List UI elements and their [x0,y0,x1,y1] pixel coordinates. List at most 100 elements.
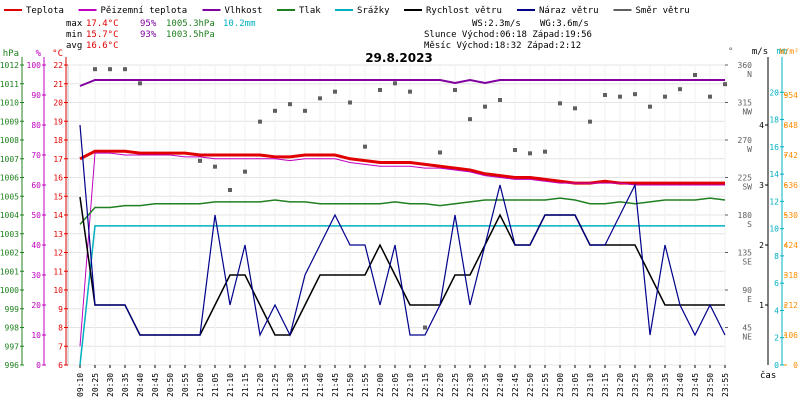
x-tick-label: 21:20 [256,373,265,397]
hpa-tick-label: 999 [5,305,20,314]
hpa-tick-label: 1004 [0,211,19,220]
deg-tick-label: 315 [738,99,753,108]
stat-moon: Měsíc Východ:18:32 Západ:2:12 [424,41,581,51]
hpa-tick-label: 1005 [0,192,19,201]
x-tick-label: 09:10 [76,373,85,397]
wm2-tick-label: 318 [784,271,799,280]
wind-direction-point [483,104,487,109]
wind-direction-point [648,104,652,109]
wind-direction-point [588,119,592,124]
legend-label: Rychlost větru [426,6,502,16]
stat-sun: Slunce Východ:06:18 Západ:19:56 [424,30,592,40]
degc-tick-label: 12 [53,249,63,258]
x-tick-label: 20:25 [91,373,100,397]
x-tick-label: 20:55 [181,373,190,397]
stat-avg-temp: 16.6°C [86,41,119,51]
legend-label: Teplota [26,6,64,16]
wind-direction-point [513,148,517,152]
stat-ws: WS:2.3m/s [472,19,521,29]
wind-direction-point [528,151,532,156]
wind-direction-point [243,169,247,174]
wm2-tick-label: 636 [784,181,799,190]
mm-tick-label: 12 [769,197,779,206]
mm-tick-label: 20 [769,88,779,97]
wm2-tick-label: 0 [793,361,798,370]
wm2-tick-label: 742 [784,151,799,160]
degc-tick-label: 11 [53,267,63,276]
x-tick-label: 22:00 [376,373,385,397]
degc-tick-label: 7 [58,342,63,351]
x-tick-label: 21:05 [211,373,220,397]
x-tick-label: 21:10 [226,373,235,397]
x-tick-label: 21:25 [271,373,280,397]
axes-layer: hPa9969979989991000100110021003100410051… [0,47,799,397]
x-tick-label: 21:35 [301,373,310,397]
degc-tick-label: 20 [53,99,63,108]
wind-direction-point [573,106,577,111]
hpa-tick-label: 1006 [0,174,19,183]
degc-tick-label: 9 [58,305,63,314]
stat-min-hum: 93% [140,30,157,40]
x-tick-label: 23:45 [691,373,700,397]
compass-label: N [747,70,752,79]
x-tick-label: 22:35 [481,373,490,397]
wind-direction-point [363,144,367,149]
x-tick-label: 21:45 [331,373,340,397]
stat-max-press: 1005.3hPa [166,19,215,29]
x-tick-label: 22:25 [451,373,460,397]
x-tick-label: 21:15 [241,373,250,397]
hpa-tick-label: 998 [5,324,20,333]
legend-label: Vlhkost [225,6,263,16]
wind-direction-point [333,89,337,94]
wind-direction-point [723,82,727,87]
wind-direction-point [438,150,442,155]
wind-direction-point [393,81,397,86]
degc-tick-label: 13 [53,230,63,239]
degc-tick-label: 18 [53,136,63,145]
stat-max-hum: 95% [140,19,157,29]
hpa-tick-label: 1001 [0,267,19,276]
degc-tick-label: 8 [58,324,63,333]
wind-direction-point [273,108,277,113]
stat-min-label: min [66,30,82,40]
wm2-tick-label: 954 [784,91,799,100]
degc-tick-label: 14 [53,211,63,220]
degc-tick-label: 19 [53,117,63,126]
wind-direction-point [423,325,427,330]
wind-direction-point [678,87,682,92]
x-tick-label: 22:05 [391,373,400,397]
mm-tick-label: 18 [769,116,779,125]
compass-label: W [747,145,752,154]
x-tick-label: 22:15 [421,373,430,397]
wind-direction-point [543,149,547,154]
series-layer [79,67,727,366]
wind-direction-point [603,93,607,97]
series-line-tlak [79,197,726,225]
pct-tick-label: 30 [31,271,41,280]
x-tick-label: 23:00 [556,373,565,397]
legend-label: Směr větru [636,6,690,16]
wind-direction-point [633,92,637,97]
x-tick-label: 23:15 [601,373,610,397]
degc-axis-title: °C [52,49,63,59]
x-tick-label: 23:20 [616,373,625,397]
mm-tick-label: 14 [769,170,779,179]
mm-tick-label: 0 [774,361,779,370]
hpa-tick-label: 1007 [0,155,19,164]
pct-tick-label: 40 [31,241,41,250]
mm-tick-label: 10 [769,225,779,234]
x-tick-label: 20:35 [121,373,130,397]
wind-direction-point [318,96,322,101]
compass-label: NW [742,108,752,117]
hpa-tick-label: 1002 [0,249,19,258]
wind-direction-point [348,100,352,105]
wind-direction-point [123,67,127,72]
deg-tick-label: 180 [738,211,753,220]
hpa-tick-label: 1008 [0,136,19,145]
deg-tick-label: 225 [738,174,753,183]
mm-tick-label: 2 [774,334,779,343]
pct-tick-label: 10 [31,331,41,340]
stat-min-temp: 15.7°C [86,30,119,40]
hpa-tick-label: 1010 [0,99,19,108]
